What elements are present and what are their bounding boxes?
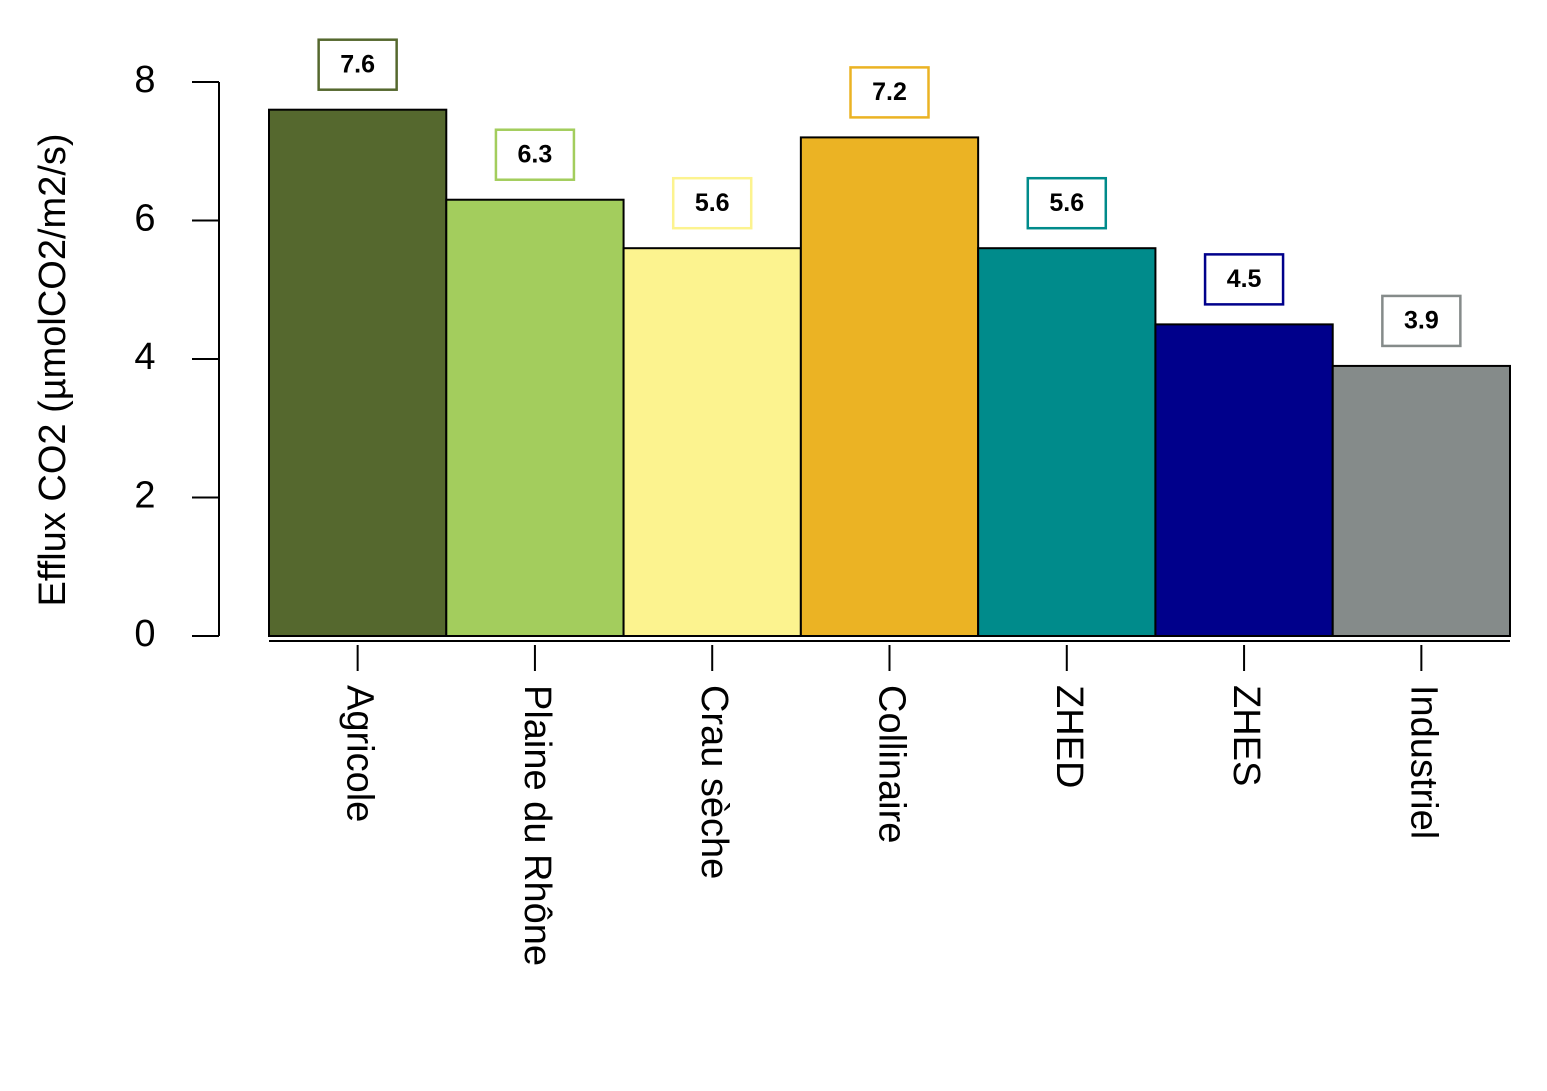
bar	[1331, 364, 1511, 637]
x-tick-label: Crau sèche	[693, 685, 735, 879]
y-tick-label: 8	[134, 59, 155, 101]
value-label-box	[1203, 253, 1285, 306]
value-label: 7.6	[340, 50, 375, 78]
bar	[622, 247, 802, 637]
x-tick-label: Industriel	[1402, 685, 1444, 839]
bar	[799, 136, 980, 637]
value-label: 3.9	[1404, 307, 1439, 335]
value-label-box	[494, 128, 576, 181]
x-tick-label: Plaine du Rhône	[516, 685, 558, 966]
value-label-box	[317, 38, 398, 91]
bar	[1154, 323, 1334, 637]
x-tick-label: Agricole	[339, 685, 381, 822]
bar	[268, 108, 448, 637]
x-tick-label: ZHED	[1048, 685, 1090, 788]
bar	[445, 198, 625, 637]
value-label: 4.5	[1227, 265, 1262, 293]
x-tick-label: ZHES	[1225, 685, 1267, 786]
value-label-box	[849, 66, 930, 119]
bar	[977, 247, 1157, 637]
value-label: 7.2	[872, 78, 907, 106]
value-label: 5.6	[1049, 189, 1084, 217]
value-label: 5.6	[695, 189, 730, 217]
value-label: 6.3	[518, 140, 553, 168]
y-tick-label: 0	[134, 613, 155, 655]
x-tick-label: Collinaire	[870, 685, 912, 843]
value-label-box	[1381, 294, 1462, 348]
value-label-box	[1026, 176, 1108, 230]
y-axis-label: Efflux CO2 (µmolCO2/m2/s)	[32, 133, 74, 606]
value-label-box	[671, 176, 753, 230]
y-tick-label: 4	[134, 336, 155, 378]
y-tick-label: 6	[134, 198, 155, 240]
y-tick-label: 2	[134, 475, 155, 517]
